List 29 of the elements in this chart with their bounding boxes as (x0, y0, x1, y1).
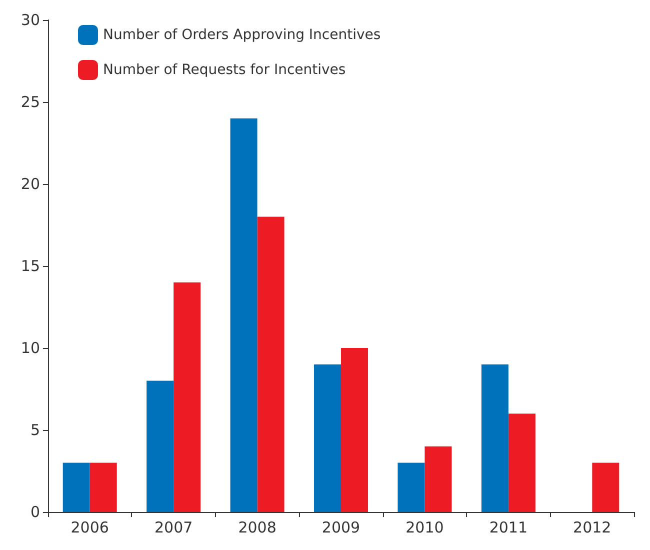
y-tick-label: 25 (20, 93, 40, 111)
x-tick-label: 2009 (322, 518, 360, 536)
bar (424, 446, 452, 512)
legend-label: Number of Requests for Incentives (103, 62, 346, 78)
y-tick-label: 30 (20, 11, 40, 29)
y-tick-label: 5 (30, 421, 40, 439)
x-tick-label: 2006 (70, 518, 109, 536)
bar (146, 380, 174, 512)
x-tick-label: 2007 (154, 518, 193, 536)
bar (508, 414, 536, 512)
bar (230, 118, 258, 512)
y-tick-label: 0 (30, 503, 40, 521)
x-tick-label: 2010 (406, 518, 444, 536)
bar (257, 216, 284, 512)
bar (398, 462, 425, 512)
bar (592, 462, 620, 512)
bar (62, 462, 90, 512)
bar (174, 282, 201, 512)
legend-label: Number of Orders Approving Incentives (103, 27, 381, 43)
bar (90, 462, 117, 512)
bar (481, 364, 508, 512)
bar (341, 348, 368, 512)
y-tick-label: 15 (20, 257, 40, 275)
x-tick-label: 2008 (238, 518, 276, 536)
y-tick-label: 20 (20, 175, 40, 193)
y-tick-label: 10 (20, 339, 40, 357)
bar (314, 364, 341, 512)
x-tick-label: 2011 (489, 518, 528, 536)
x-tick-label: 2012 (573, 518, 612, 536)
